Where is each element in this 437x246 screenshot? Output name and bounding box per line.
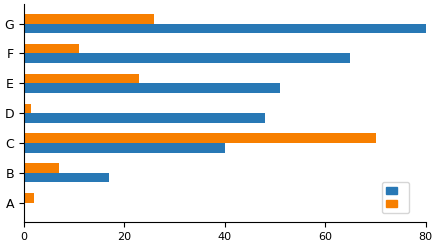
Legend: , : , bbox=[382, 182, 409, 213]
Bar bbox=[24, 44, 79, 53]
Bar bbox=[24, 104, 31, 113]
Bar bbox=[24, 173, 109, 182]
Bar bbox=[24, 143, 225, 153]
Bar bbox=[24, 24, 426, 33]
Bar bbox=[24, 193, 34, 203]
Bar bbox=[24, 163, 59, 173]
Bar bbox=[24, 133, 375, 143]
Bar bbox=[24, 53, 350, 63]
Bar bbox=[24, 74, 139, 83]
Bar bbox=[24, 14, 154, 24]
Bar bbox=[24, 83, 280, 93]
Bar bbox=[24, 113, 265, 123]
